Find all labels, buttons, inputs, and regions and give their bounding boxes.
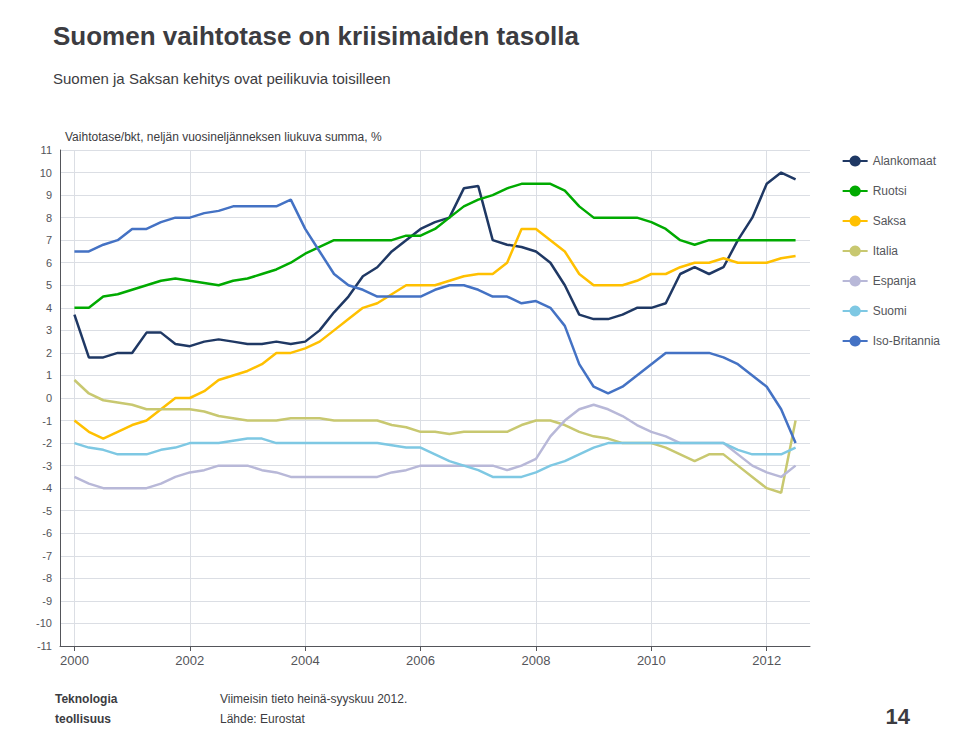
svg-text:8: 8 [46, 212, 52, 224]
svg-text:Espanja: Espanja [873, 274, 917, 288]
svg-text:Suomen vaihtotase on kriisimai: Suomen vaihtotase on kriisimaiden tasoll… [53, 21, 579, 51]
svg-text:-11: -11 [37, 640, 52, 652]
svg-text:2004: 2004 [291, 653, 320, 668]
svg-text:5: 5 [46, 279, 52, 291]
svg-text:-6: -6 [42, 527, 52, 539]
svg-text:7: 7 [46, 234, 52, 246]
svg-text:1: 1 [46, 369, 52, 381]
svg-text:10: 10 [40, 167, 52, 179]
svg-text:2012: 2012 [752, 653, 781, 668]
svg-text:2008: 2008 [522, 653, 551, 668]
svg-text:11: 11 [41, 144, 52, 156]
svg-text:Suomen ja Saksan kehitys ovat: Suomen ja Saksan kehitys ovat peilikuvia… [53, 70, 391, 87]
svg-text:Viimeisin tieto heinä-syyskuu: Viimeisin tieto heinä-syyskuu 2012. [220, 692, 407, 706]
svg-text:-4: -4 [42, 482, 52, 494]
svg-text:3: 3 [46, 324, 52, 336]
svg-text:-2: -2 [42, 437, 52, 449]
svg-text:teollisuus: teollisuus [55, 712, 111, 726]
svg-text:Suomi: Suomi [873, 304, 907, 318]
svg-text:2006: 2006 [406, 653, 435, 668]
svg-text:Iso-Britannia: Iso-Britannia [873, 334, 941, 348]
svg-text:-5: -5 [42, 505, 52, 517]
svg-text:2002: 2002 [175, 653, 204, 668]
svg-text:Vaihtotase/bkt, neljän vuosine: Vaihtotase/bkt, neljän vuosineljänneksen… [65, 130, 382, 144]
svg-text:6: 6 [46, 257, 52, 269]
svg-text:Lähde: Eurostat: Lähde: Eurostat [220, 712, 305, 726]
svg-text:4: 4 [46, 302, 52, 314]
svg-text:Saksa: Saksa [873, 214, 907, 228]
svg-text:Ruotsi: Ruotsi [873, 184, 907, 198]
svg-text:Italia: Italia [873, 244, 899, 258]
svg-text:0: 0 [46, 392, 52, 404]
svg-text:2010: 2010 [637, 653, 666, 668]
svg-text:-1: -1 [42, 415, 52, 427]
svg-text:2000: 2000 [60, 653, 89, 668]
svg-text:Teknologia: Teknologia [55, 692, 118, 706]
svg-text:14: 14 [886, 704, 911, 729]
svg-text:2: 2 [46, 347, 52, 359]
svg-text:-9: -9 [42, 595, 52, 607]
svg-text:9: 9 [46, 189, 52, 201]
svg-text:-3: -3 [42, 460, 52, 472]
svg-text:-10: -10 [36, 617, 52, 629]
svg-text:Alankomaat: Alankomaat [873, 154, 937, 168]
svg-text:-7: -7 [42, 550, 52, 562]
svg-text:-8: -8 [42, 572, 52, 584]
